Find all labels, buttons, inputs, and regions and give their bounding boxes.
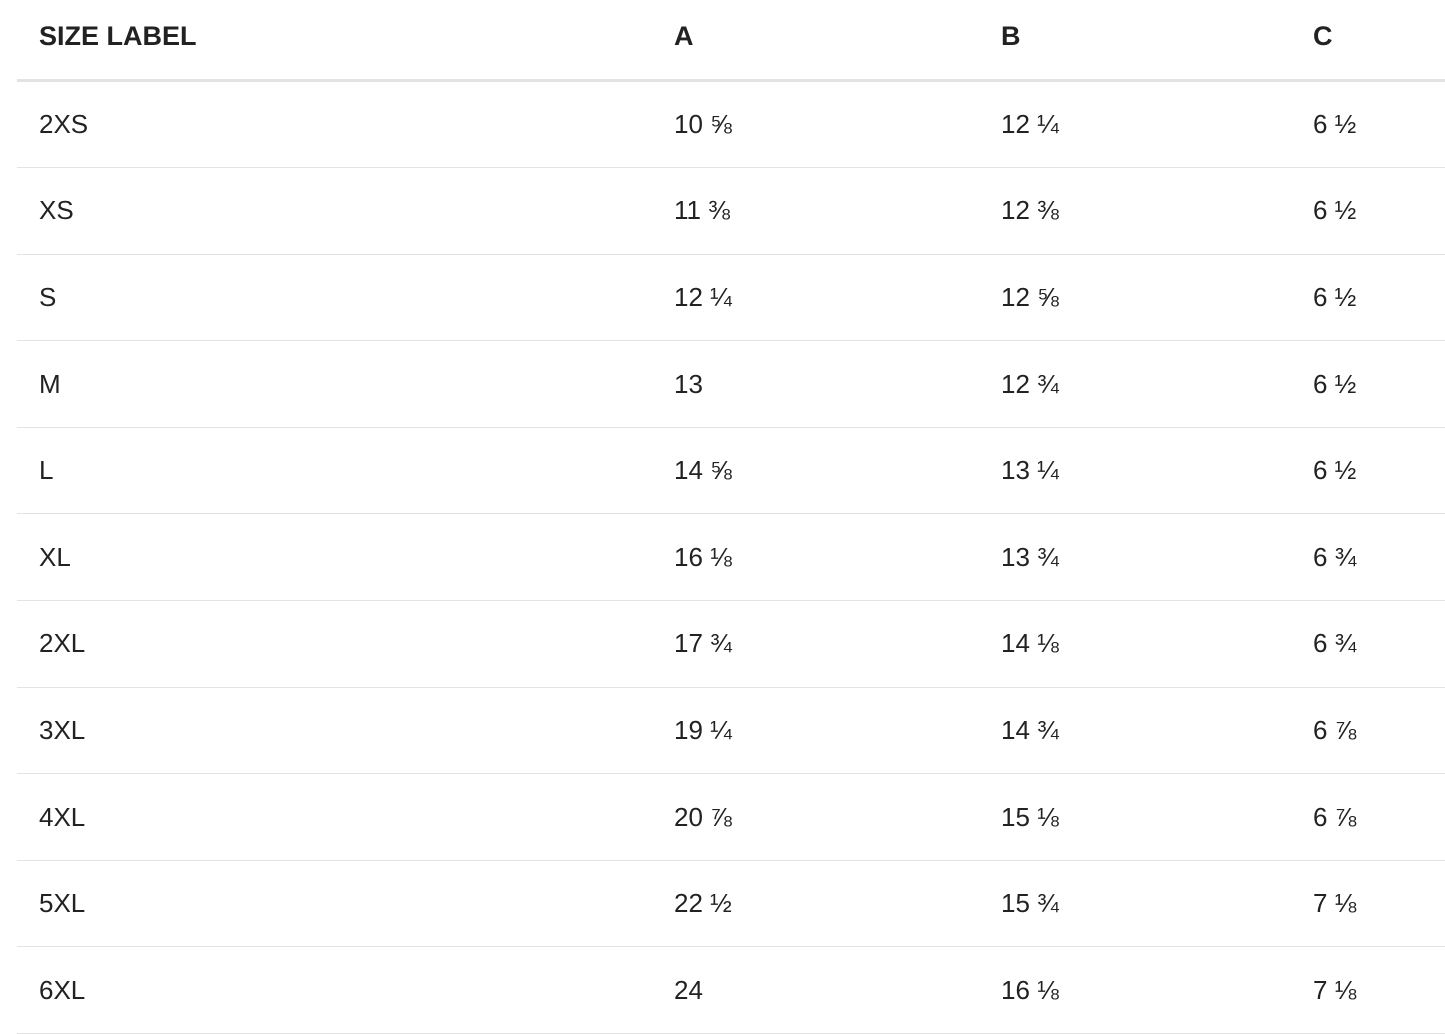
measurement-cell: 24 [652, 946, 979, 1034]
header-cell: A [652, 0, 979, 82]
measurement-cell: 6 ½ [1291, 80, 1445, 169]
measurement-cell: 13 [652, 340, 979, 428]
measurement-cell: 16 ⅛ [652, 513, 979, 602]
size-label-cell: 5XL [17, 860, 652, 948]
measurement-cell: 6 ⅞ [1291, 687, 1445, 775]
header-cell: C [1291, 0, 1445, 82]
measurement-cell: 13 ¼ [979, 427, 1291, 515]
header-cell: SIZE LABEL [17, 0, 652, 82]
measurement-cell: 6 ½ [1291, 340, 1445, 428]
measurement-cell: 10 ⅝ [652, 80, 979, 169]
size-label-cell: L [17, 427, 652, 515]
measurement-cell: 12 ¼ [979, 80, 1291, 169]
size-label-cell: XL [17, 513, 652, 602]
measurement-cell: 12 ⅝ [979, 254, 1291, 342]
measurement-cell: 6 ½ [1291, 167, 1445, 255]
size-label-cell: 2XL [17, 600, 652, 688]
measurement-cell: 14 ⅝ [652, 427, 979, 515]
measurement-cell: 16 ⅛ [979, 946, 1291, 1034]
measurement-cell: 13 ¾ [979, 513, 1291, 602]
header-row: SIZE LABEL A B C [17, 0, 1445, 82]
size-label-cell: 6XL [17, 946, 652, 1034]
size-label-cell: 4XL [17, 773, 652, 861]
measurement-cell: 6 ½ [1291, 427, 1445, 515]
measurement-cell: 6 ¾ [1291, 600, 1445, 688]
measurement-cell: 22 ½ [652, 860, 979, 948]
measurement-cell: 7 ⅛ [1291, 860, 1445, 948]
measurement-cell: 20 ⅞ [652, 773, 979, 861]
measurement-cell: 17 ¾ [652, 600, 979, 688]
measurement-cell: 14 ¾ [979, 687, 1291, 775]
measurement-cell: 19 ¼ [652, 687, 979, 775]
size-label-cell: 2XS [17, 80, 652, 169]
measurement-cell: 7 ⅛ [1291, 946, 1445, 1034]
measurement-cell: 15 ⅛ [979, 773, 1291, 861]
measurement-cell: 6 ⅞ [1291, 773, 1445, 861]
measurement-cell: 15 ¾ [979, 860, 1291, 948]
measurement-cell: 14 ⅛ [979, 600, 1291, 688]
size-label-cell: 3XL [17, 687, 652, 775]
header-cell: B [979, 0, 1291, 82]
size-label-cell: M [17, 340, 652, 428]
measurement-cell: 12 ¼ [652, 254, 979, 342]
size-label-cell: S [17, 254, 652, 342]
measurement-cell: 11 ⅜ [652, 167, 979, 255]
measurement-cell: 12 ⅜ [979, 167, 1291, 255]
measurement-cell: 6 ½ [1291, 254, 1445, 342]
measurement-cell: 6 ¾ [1291, 513, 1445, 602]
measurement-cell: 12 ¾ [979, 340, 1291, 428]
size-label-cell: XS [17, 167, 652, 255]
